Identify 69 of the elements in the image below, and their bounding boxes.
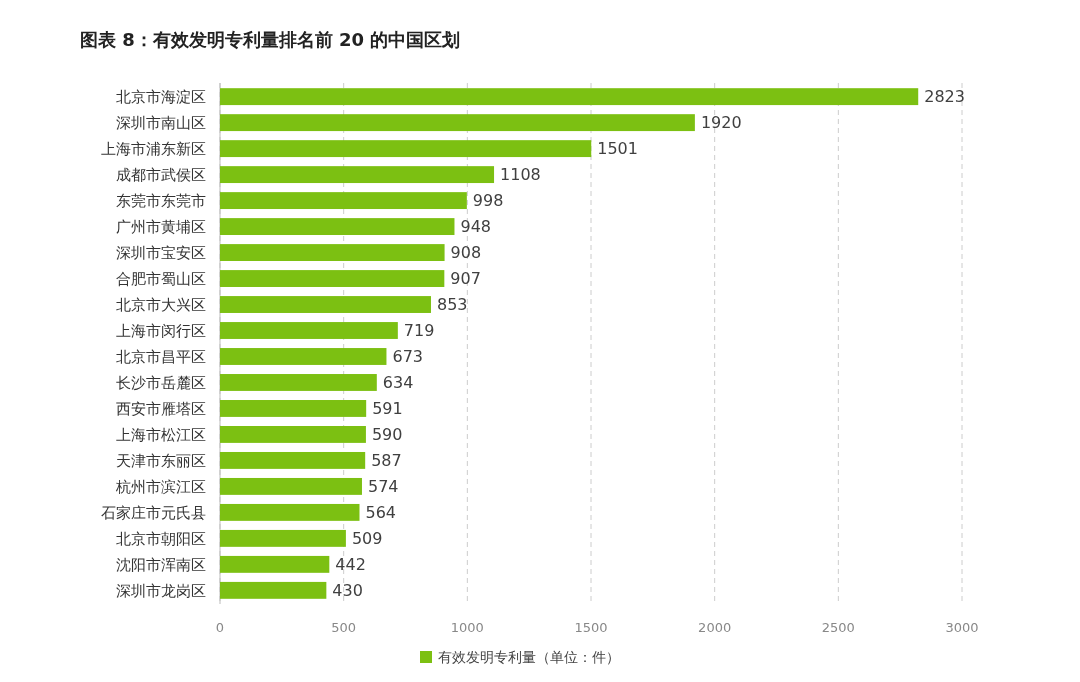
y-tick-label: 广州市黄埔区 [116,217,206,236]
data-label: 587 [371,451,402,471]
y-tick-label: 北京市大兴区 [116,295,206,314]
data-label: 590 [371,425,403,445]
y-tick-label: 成都市武侯区 [116,165,206,184]
legend-label: 有效发明专利量（单位：件） [438,649,620,665]
x-tick-label: 3000 [945,620,979,635]
bar [220,503,360,521]
x-tick-label: 500 [331,620,357,635]
bar [220,244,445,261]
y-tick-label: 北京市昌平区 [116,347,206,366]
data-label: 673 [392,347,423,367]
data-label: 948 [460,217,492,237]
data-label: 574 [367,477,399,497]
bar [220,374,377,391]
bar [220,529,346,547]
bar [220,400,367,417]
data-label: 591 [372,399,403,419]
y-tick-label: 杭州市滨江区 [115,477,206,496]
data-label: 564 [365,503,397,522]
data-label: 908 [450,243,482,263]
y-tick-label: 北京市朝阳区 [116,529,206,548]
y-tick-label: 合肥市蜀山区 [116,269,206,288]
bar [220,555,330,573]
x-tick-label: 1500 [574,620,608,635]
bar [220,581,327,599]
data-label: 2823 [924,87,965,107]
y-tick-label: 东莞市东莞市 [116,191,206,210]
y-tick-label: 沈阳市浑南区 [116,555,206,574]
data-label: 1920 [700,113,742,133]
bar [220,426,366,443]
y-tick-label: 长沙市岳麓区 [116,373,206,392]
y-tick-label: 上海市闵行区 [116,321,206,340]
bar [220,166,495,184]
bar [220,270,445,287]
bar [220,451,366,469]
data-label: 998 [472,191,504,211]
bar [220,140,592,158]
data-label: 442 [335,554,366,574]
y-tick-label: 深圳市南山区 [116,113,206,132]
data-label: 1108 [500,165,541,185]
x-tick-label: 2000 [698,620,732,635]
data-label: 430 [332,580,363,600]
y-tick-label: 上海市浦东新区 [101,139,206,158]
data-label: 1501 [597,139,638,159]
y-tick-label: 北京市海淀区 [116,87,206,106]
data-label: 853 [436,295,468,315]
bar [220,192,467,210]
bar [220,322,398,339]
y-tick-label: 深圳市龙岗区 [116,581,206,600]
data-label: 719 [403,321,435,341]
bar [220,88,919,106]
x-tick-label: 1000 [450,620,484,635]
x-tick-label: 2500 [821,620,855,635]
data-label: 509 [351,528,383,548]
bar [220,477,362,495]
data-label: 634 [382,373,414,393]
bar [220,114,695,132]
bar [220,348,387,365]
x-tick-label: 0 [215,620,225,635]
bar [220,218,455,236]
y-tick-label: 天津市东丽区 [116,451,206,470]
y-tick-label: 石家庄市元氏县 [101,503,206,522]
y-tick-label: 深圳市宝安区 [116,243,206,262]
bar [220,296,431,313]
y-tick-label: 西安市雁塔区 [116,399,206,418]
chart-title: 图表 8：有效发明专利量排名前 20 的中国区划 [80,29,461,50]
data-label: 907 [450,269,481,289]
y-tick-label: 上海市松江区 [116,425,206,444]
